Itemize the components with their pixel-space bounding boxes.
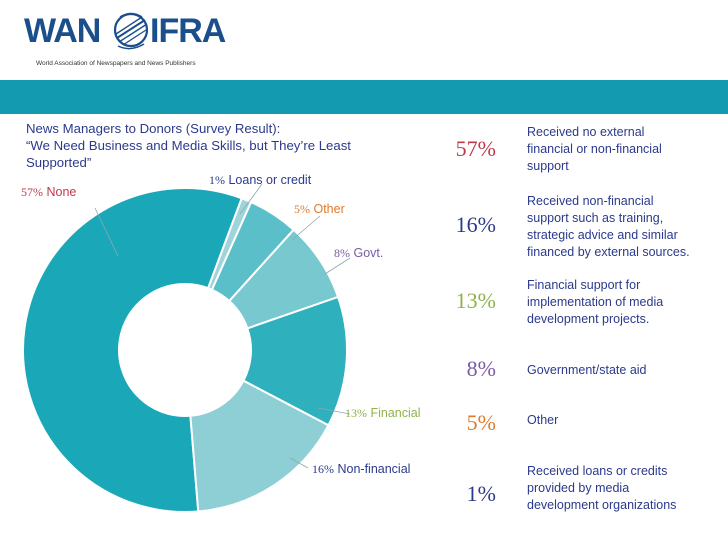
legend-desc-line: Other: [527, 413, 559, 427]
legend-desc-line: support: [527, 159, 569, 173]
legend-percent-none: 57%: [455, 136, 496, 161]
legend-desc-line: Received non-financial: [527, 194, 654, 208]
donut-slice-nonfinancial: [189, 379, 330, 513]
legend-desc-line: support such as training,: [527, 211, 664, 225]
legend-percent-nonfinancial: 16%: [455, 212, 496, 237]
slice-label-loans: 1% Loans or credit: [209, 173, 311, 188]
slice-label-other-num: 5%: [294, 202, 310, 216]
legend-desc-none: Received no external financial or non-fi…: [527, 124, 727, 175]
legend-desc-line: Financial support for: [527, 278, 641, 292]
legend-desc-financial: Financial support for implementation of …: [527, 277, 727, 328]
legend-desc-other: Other: [527, 412, 727, 429]
legend-desc-line: development organizations: [527, 498, 677, 512]
leader-line-financial: [317, 407, 351, 415]
slice-label-financial-text: Financial: [370, 406, 421, 420]
slice-label-financial: 13% Financial: [345, 406, 421, 421]
leader-line-govt: [324, 257, 351, 275]
legend-desc-nonfinancial: Received non-financial support such as t…: [527, 193, 727, 261]
slice-label-none: 57% None: [21, 185, 76, 200]
slice-label-nonfinancial-text: Non-financial: [337, 462, 411, 476]
chart-title-line-2: “We Need Business and Media Skills, but …: [26, 138, 351, 153]
leader-line-loans: [239, 183, 263, 215]
slice-label-govt-text: Govt.: [353, 246, 384, 260]
slice-label-nonfinancial: 16% Non-financial: [312, 462, 410, 477]
header: WAN IFRA World Association of Newspapers…: [0, 0, 728, 80]
leader-line-none: [94, 207, 119, 257]
chart-title-line-1: News Managers to Donors (Survey Result):: [26, 121, 281, 136]
legend-desc-line: financed by external sources.: [527, 245, 690, 259]
wan-ifra-logo: WAN IFRA World Association of Newspapers…: [24, 8, 234, 70]
slice-label-none-text: None: [46, 185, 77, 199]
legend-desc-line: Received loans or credits: [527, 464, 668, 478]
slice-label-none-num: 57%: [21, 185, 43, 199]
chart-title: News Managers to Donors (Survey Result):…: [26, 120, 406, 171]
slice-label-financial-num: 13%: [345, 406, 367, 420]
logo-ifra-text: IFRA: [150, 12, 226, 50]
legend-desc-line: Government/state aid: [527, 363, 647, 377]
slice-label-other: 5% Other: [294, 202, 345, 217]
header-band: [0, 80, 728, 114]
legend-percent-financial: 13%: [455, 288, 496, 313]
legend-desc-line: development projects.: [527, 312, 650, 326]
legend-percent-other: 5%: [466, 410, 496, 435]
legend-percent-govt: 8%: [466, 356, 496, 381]
legend-desc-loans: Received loans or credits provided by me…: [527, 463, 727, 514]
slice-label-govt-num: 8%: [334, 246, 350, 260]
slice-label-nonfinancial-num: 16%: [312, 462, 334, 476]
chart-title-line-3: Supported”: [26, 155, 92, 170]
logo-subtitle: World Association of Newspapers and News…: [36, 60, 196, 67]
slice-label-loans-num: 1%: [209, 173, 225, 187]
legend-desc-line: provided by media: [527, 481, 630, 495]
legend-desc-line: financial or non-financial: [527, 142, 662, 156]
leader-line-nonfinancial: [289, 457, 309, 469]
leader-line-other: [291, 215, 321, 241]
logo-wan-text: WAN: [24, 12, 101, 50]
legend-percent-loans: 1%: [466, 481, 496, 506]
legend-desc-line: Received no external: [527, 125, 645, 139]
slice-label-loans-text: Loans or credit: [228, 173, 312, 187]
donut-slice-none: [22, 187, 244, 513]
legend-desc-govt: Government/state aid: [527, 362, 727, 379]
slice-label-other-text: Other: [313, 202, 345, 216]
legend-desc-line: implementation of media: [527, 295, 664, 309]
legend-desc-line: strategic advice and similar: [527, 228, 678, 242]
slice-label-govt: 8% Govt.: [334, 246, 383, 261]
globe-emblem-icon: [113, 12, 149, 50]
